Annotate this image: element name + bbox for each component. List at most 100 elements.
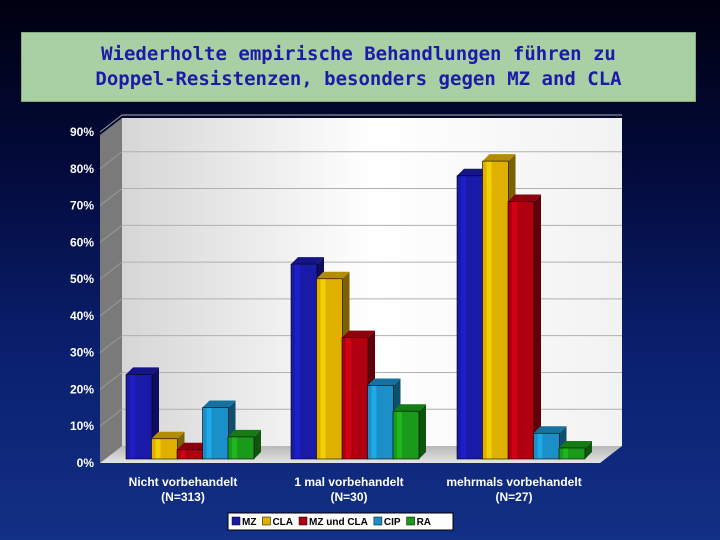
bar-highlight: [295, 264, 300, 459]
bar-highlight: [461, 175, 466, 460]
y-tick-label: 30%: [70, 346, 94, 360]
y-axis: 0% 10% 20% 30% 40% 50% 60% 70% 80% 90%: [70, 125, 94, 470]
gridline: [99, 261, 123, 280]
bar-top: [151, 431, 185, 439]
bar-top: [291, 257, 324, 265]
bar-top: [457, 168, 490, 176]
bar-highlight: [537, 433, 543, 459]
y-tick-label: 60%: [70, 235, 94, 249]
bar-front: [177, 449, 203, 459]
bar-side: [254, 429, 261, 459]
bar-outline: [227, 436, 255, 460]
gridline: [99, 408, 123, 427]
legend-swatch: [406, 516, 415, 526]
y-tick-label: 80%: [70, 162, 94, 176]
bar-front: [291, 264, 317, 459]
bar-top: [202, 400, 236, 408]
legend-label: MZ und CLA: [309, 517, 368, 528]
bar-outline: [533, 432, 560, 460]
y-tick-label: 50%: [70, 272, 94, 286]
legend-swatch: [373, 516, 383, 526]
bar-highlight: [181, 449, 186, 459]
bar-front: [151, 438, 178, 459]
bar-front: [508, 201, 534, 460]
gridline: [99, 224, 123, 243]
bar-top: [342, 330, 375, 338]
bar-top: [533, 426, 567, 434]
bar-top: [126, 367, 159, 375]
bar-highlight: [397, 411, 402, 459]
bar-outline: [151, 438, 178, 460]
x-category-label: (N=30): [330, 490, 367, 504]
bar-outline: [125, 374, 153, 460]
bar: [392, 404, 426, 460]
bar-highlight: [206, 407, 212, 459]
bar-front: [202, 407, 229, 459]
legend-label: CIP: [384, 517, 401, 528]
bar-highlight: [155, 438, 161, 459]
bar-front: [367, 385, 394, 459]
y-tick-label: 20%: [70, 382, 94, 396]
bar-front: [482, 161, 509, 459]
bar: [533, 426, 567, 460]
x-category-label: Nicht vorbehandelt: [129, 475, 238, 489]
legend-label: MZ: [242, 517, 256, 528]
legend-swatch: [262, 516, 271, 526]
bar-side: [534, 194, 541, 460]
bar-highlight: [486, 161, 492, 459]
bar: [558, 440, 592, 460]
x-category-label: mehrmals vorbehandelt: [446, 475, 581, 489]
bar-outline: [392, 410, 420, 460]
legend-label: CLA: [272, 517, 293, 528]
y-tick-label: 10%: [70, 419, 94, 433]
bar: [316, 271, 350, 460]
y-tick-label: 0%: [77, 456, 95, 470]
gridline: [99, 114, 123, 133]
bar-front: [126, 374, 152, 459]
legend: MZ CLA MZ und CLA CIP RA: [227, 512, 454, 531]
bar-highlight: [320, 278, 326, 459]
x-category-label: (N=27): [495, 490, 532, 504]
legend-swatch: [231, 516, 241, 526]
x-axis: Nicht vorbehandelt(N=313) 1 mal vorbehand…: [129, 475, 582, 504]
bar: [227, 429, 261, 460]
bar-highlight: [346, 337, 351, 459]
bar-front: [316, 278, 343, 459]
legend-label: RA: [417, 517, 431, 528]
y-tick-label: 40%: [70, 309, 94, 323]
title-box: Wiederholte empirische Behandlungen führ…: [21, 32, 696, 102]
bar-top: [559, 440, 592, 448]
bar-top: [177, 442, 210, 450]
bar-highlight: [232, 436, 237, 459]
bar-top: [508, 194, 541, 202]
legend-box: [227, 512, 454, 531]
bar-top: [482, 154, 516, 162]
bars: [125, 154, 592, 460]
bar: [507, 194, 541, 460]
bar-front: [457, 175, 483, 460]
x-category-label: (N=313): [161, 490, 205, 504]
gridline: [99, 151, 123, 170]
bar-top: [228, 429, 261, 437]
bar-front: [559, 447, 585, 459]
gridline: [99, 335, 123, 354]
bar-top: [393, 404, 426, 412]
bar-highlight: [371, 385, 377, 459]
y-tick-label: 90%: [70, 125, 94, 139]
bar-outline: [202, 407, 229, 460]
bar-outline: [558, 447, 586, 460]
bar-highlight: [130, 374, 135, 459]
gridline: [99, 188, 123, 206]
x-category-label: 1 mal vorbehandelt: [294, 475, 403, 489]
chart-title: Wiederholte empirische Behandlungen führ…: [95, 43, 622, 90]
bar-front: [533, 433, 560, 459]
gridline: [99, 298, 123, 317]
y-tick-label: 70%: [70, 199, 94, 213]
bar-front: [342, 337, 368, 459]
bar-top: [316, 271, 350, 279]
gridline: [99, 372, 123, 390]
legend-swatch: [298, 516, 308, 526]
bar-front: [228, 436, 254, 459]
bar-highlight: [512, 201, 517, 460]
